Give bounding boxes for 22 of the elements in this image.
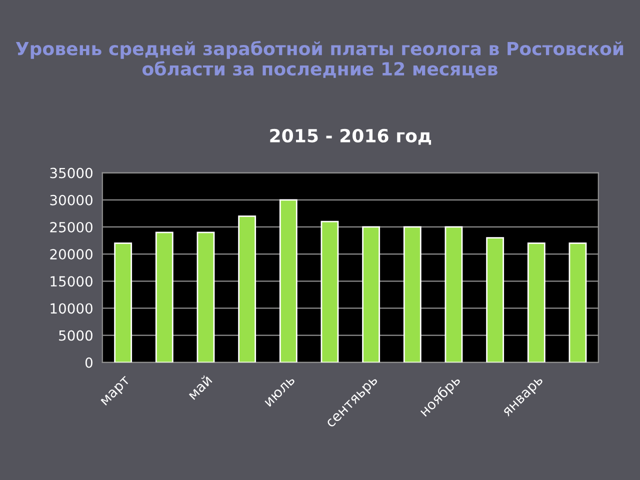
bar [238, 215, 256, 362]
y-tick-label: 35000 [50, 168, 92, 178]
y-tick-label: 10000 [50, 303, 92, 314]
bar [527, 242, 546, 362]
y-tick-label: 30000 [50, 194, 92, 206]
chart-subtitle: 2015 - 2016 год [270, 128, 432, 145]
bar [486, 237, 504, 362]
y-tick-label: 20000 [50, 249, 92, 260]
bar [403, 226, 422, 362]
chart-title: Уровень средней заработной платы геолога в Ростовской области за последние 12 месяцев [16, 40, 624, 78]
bar [279, 199, 298, 362]
y-tick-label: 5000 [59, 330, 92, 341]
y-tick-label: 15000 [50, 276, 92, 287]
bar [320, 220, 339, 362]
bar [196, 232, 215, 362]
bar [568, 242, 587, 362]
bar [155, 232, 174, 362]
y-tick-label: 0 [85, 357, 92, 368]
bar [444, 226, 463, 362]
bar [362, 226, 380, 362]
y-tick-label: 25000 [50, 222, 92, 232]
bar [114, 242, 132, 362]
